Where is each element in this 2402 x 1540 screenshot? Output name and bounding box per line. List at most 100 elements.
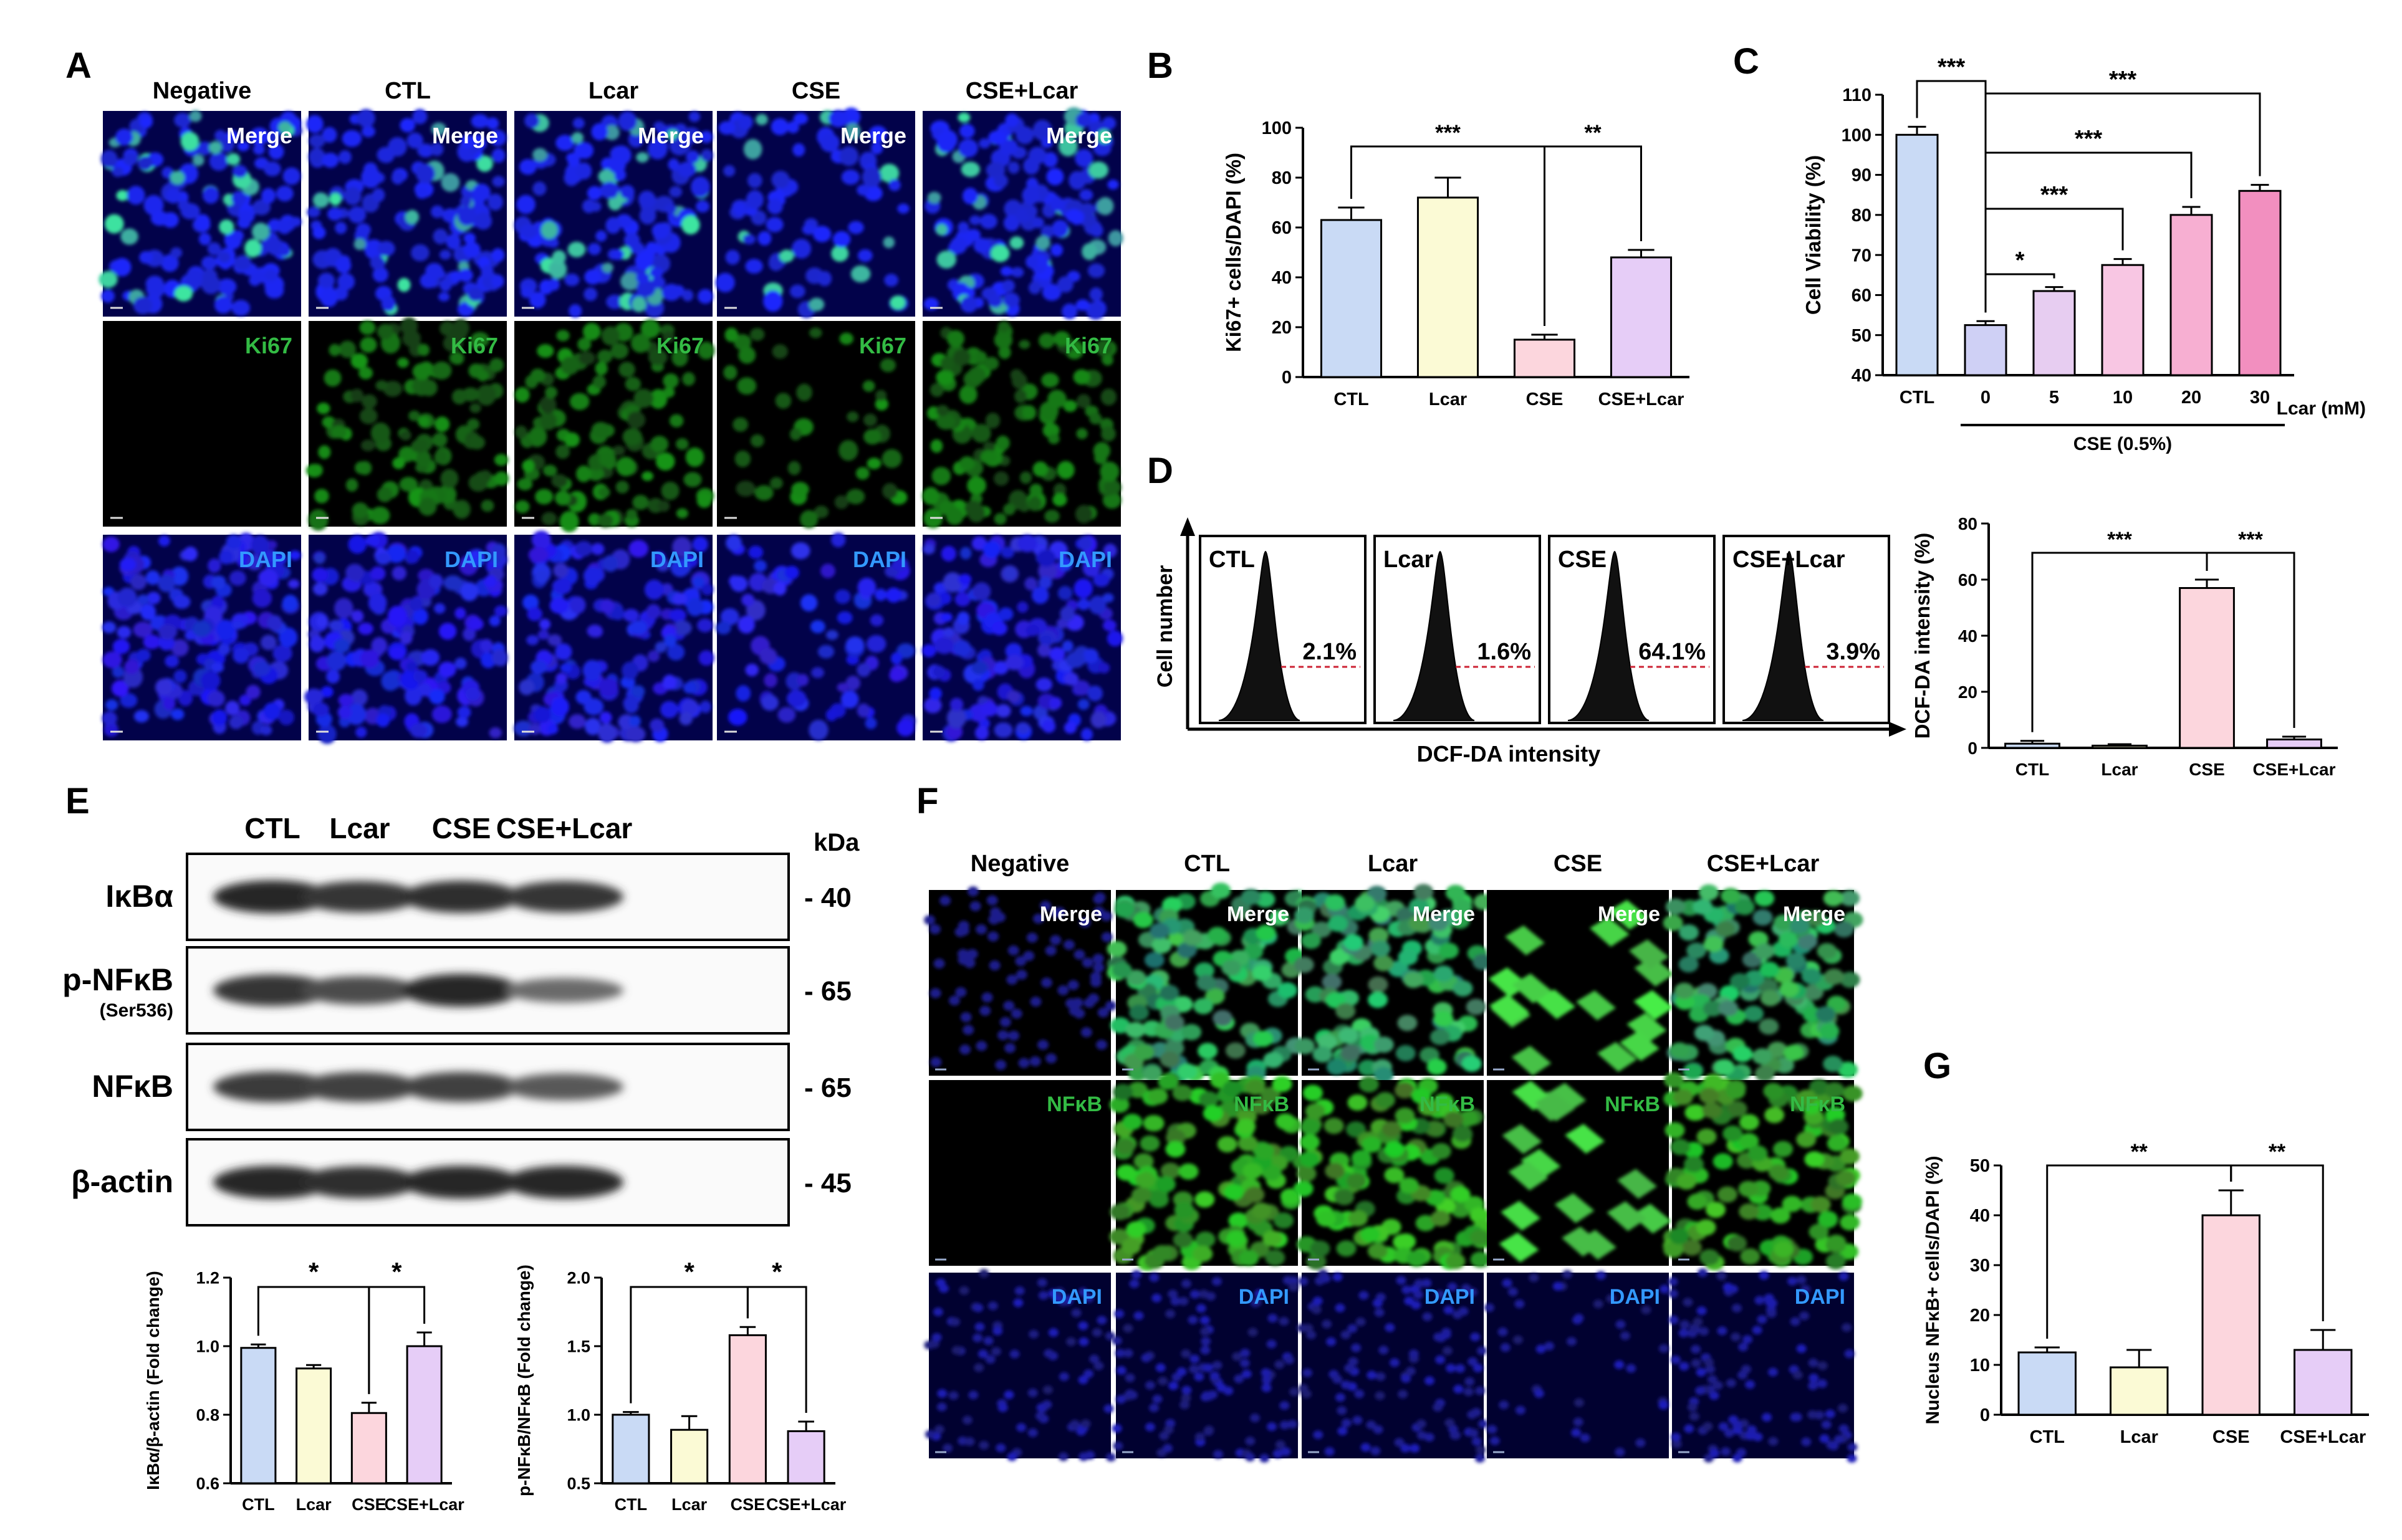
cell-nucleus	[352, 502, 369, 519]
panel-letter-a: A	[65, 45, 92, 86]
cell-nucleus	[416, 163, 435, 184]
cell-body	[1274, 1212, 1294, 1229]
tile-f-CSE-DAPI: DAPI	[1484, 1270, 1670, 1458]
cell-nucleus	[820, 563, 835, 578]
cell-nucleus	[545, 386, 558, 399]
cell-nucleus	[124, 659, 140, 675]
cell-nucleus	[1024, 576, 1038, 591]
cell-nucleus	[1027, 496, 1042, 512]
cell-nucleus	[647, 650, 660, 662]
cell-nucleus	[605, 217, 621, 234]
cell-body	[1336, 1240, 1357, 1257]
cell-nucleus	[238, 209, 255, 224]
cell-nucleus	[802, 224, 815, 235]
cell-nucleus	[1043, 151, 1058, 168]
cell-nucleus	[1089, 413, 1102, 424]
cell-nucleus	[1005, 654, 1024, 671]
cell-nucleus	[555, 444, 570, 459]
cell-nucleus	[1311, 1305, 1322, 1314]
cell-body	[1727, 1101, 1747, 1117]
x-unit-label: Lcar (mM)	[2277, 398, 2366, 419]
cell-nucleus	[552, 578, 572, 595]
cell-nucleus	[766, 217, 784, 232]
cell-nucleus	[567, 155, 580, 167]
cell-nucleus	[470, 332, 490, 348]
cell-nucleus	[476, 155, 493, 172]
cell-nucleus	[170, 247, 183, 259]
cell-nucleus	[1844, 1349, 1855, 1359]
cell-nucleus	[185, 630, 196, 641]
cell-body	[1785, 952, 1806, 969]
cell-nucleus	[1355, 1317, 1366, 1326]
cell-nucleus	[140, 603, 156, 621]
cell-body	[1173, 1232, 1193, 1248]
cell-nucleus	[738, 115, 753, 130]
cell-nucleus	[1401, 1374, 1411, 1383]
cell-nucleus	[756, 113, 768, 125]
cell-nucleus	[1052, 493, 1067, 507]
cell-nucleus	[1254, 1289, 1265, 1298]
cell-body	[1150, 922, 1170, 939]
cell-nucleus	[449, 352, 464, 365]
cell-nucleus	[532, 181, 547, 196]
tile-label: DAPI	[1059, 547, 1112, 572]
cell-nucleus	[1048, 1328, 1059, 1337]
cell-nucleus	[623, 608, 640, 622]
cell-nucleus	[1703, 1422, 1713, 1431]
bar-20	[2169, 214, 2213, 376]
cell-nucleus	[814, 505, 829, 519]
cell-nucleus	[398, 446, 416, 462]
cell-nucleus	[517, 477, 533, 490]
cell-nucleus	[1698, 1327, 1709, 1336]
tile-label: Merge	[638, 123, 704, 148]
cell-nucleus	[879, 163, 900, 183]
cell-nucleus	[211, 595, 224, 610]
cell-body	[1738, 1180, 1759, 1197]
cell-nucleus	[418, 416, 430, 427]
cell-nucleus	[929, 687, 942, 701]
cell-body	[1443, 1111, 1464, 1128]
y-tick-label: 40	[1970, 1206, 1990, 1226]
tile-f-CSE-NFκB: NFκB	[1487, 1080, 1672, 1266]
cell-nucleus	[784, 565, 799, 580]
lane-label: CSE	[432, 812, 491, 844]
cell-nucleus	[377, 323, 393, 340]
cell-nucleus	[406, 132, 423, 149]
significance-bracket	[2230, 1164, 2324, 1321]
cell-body	[1433, 1010, 1454, 1027]
cell-nucleus	[978, 138, 991, 149]
cell-body	[1162, 896, 1183, 913]
cell-nucleus	[311, 464, 323, 476]
cell-body	[1177, 1063, 1198, 1080]
cell-body	[1183, 929, 1203, 946]
bar-5	[2032, 290, 2076, 376]
cell-nucleus	[1016, 1423, 1027, 1432]
cell-nucleus	[685, 447, 704, 467]
cell-nucleus	[936, 1402, 947, 1412]
cell-nucleus	[675, 438, 689, 450]
cell-nucleus	[1107, 179, 1119, 190]
cell-nucleus	[314, 489, 329, 504]
cell-body	[1565, 1124, 1605, 1154]
cell-nucleus	[415, 450, 431, 467]
x-tick-label: CSE+Lcar	[2252, 760, 2335, 779]
cell-nucleus	[232, 230, 244, 241]
cell-nucleus	[1352, 1415, 1363, 1425]
cell-nucleus	[926, 593, 941, 608]
cell-nucleus	[1447, 1283, 1458, 1292]
lane-label: Lcar	[329, 812, 390, 844]
cell-body	[1326, 1058, 1347, 1075]
column-header: Negative	[153, 78, 251, 104]
cell-body	[1779, 981, 1799, 998]
cell-body	[1512, 973, 1552, 1004]
cell-nucleus	[463, 232, 476, 244]
cell-nucleus	[1113, 1442, 1123, 1451]
cell-nucleus	[973, 1333, 983, 1342]
cell-nucleus	[317, 403, 330, 414]
cell-nucleus	[1078, 1452, 1089, 1461]
tile-label: DAPI	[239, 547, 292, 572]
cell-nucleus	[133, 710, 149, 723]
y-axis-label: Nucleus NFκB+ cells/DAPI (%)	[1923, 1155, 1943, 1424]
cell-nucleus	[1004, 1043, 1016, 1053]
cell-nucleus	[817, 644, 835, 659]
